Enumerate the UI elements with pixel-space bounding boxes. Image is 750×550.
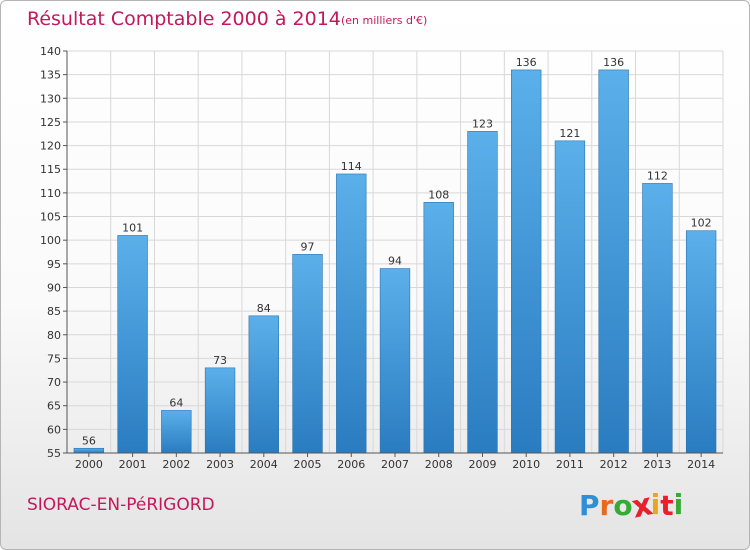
y-tick-label-75: 75 <box>47 352 61 365</box>
y-tick-label-125: 125 <box>40 116 61 129</box>
y-tick-label-110: 110 <box>40 187 61 200</box>
x-tick-label-2014: 2014 <box>687 458 715 471</box>
bar-label-2003: 73 <box>213 354 227 367</box>
x-tick-label-2000: 2000 <box>75 458 103 471</box>
proxiti-logo[interactable]: Proxiti <box>579 486 684 526</box>
x-tick-label-2006: 2006 <box>337 458 365 471</box>
bar-label-2012: 136 <box>603 56 624 69</box>
bar-label-2014: 102 <box>691 217 712 230</box>
bar-2001 <box>117 235 148 454</box>
y-tick-label-115: 115 <box>40 163 61 176</box>
logo-letter-6: i <box>673 488 684 521</box>
logo-letter-4: i <box>650 488 661 521</box>
y-tick-label-70: 70 <box>47 376 61 389</box>
logo-letter-0: P <box>579 489 600 522</box>
y-tick-label-130: 130 <box>40 92 61 105</box>
x-tick-label-2011: 2011 <box>556 458 584 471</box>
bar-2012 <box>598 69 629 454</box>
bar-label-2004: 84 <box>257 302 271 315</box>
y-tick-label-65: 65 <box>47 400 61 413</box>
y-tick-label-105: 105 <box>40 211 61 224</box>
bars <box>73 69 717 454</box>
axes: 55 60 65 70 75 80 85 90 95 100 105 110 115 120 125 130 1… <box>40 45 723 471</box>
logo-letter-1: r <box>599 489 614 522</box>
bar-2010 <box>511 69 542 454</box>
bar-2002 <box>161 410 192 454</box>
bar-label-2007: 94 <box>388 255 402 268</box>
bar-2014 <box>685 230 717 454</box>
chart-subtitle: (en milliers d'€) <box>341 14 428 27</box>
x-tick-label-2007: 2007 <box>381 458 409 471</box>
x-tick-label-2009: 2009 <box>468 458 496 471</box>
bar-label-2010: 136 <box>516 56 537 69</box>
bar-2011 <box>554 140 586 454</box>
bar-2008 <box>423 202 454 454</box>
data-labels: 56 101 64 73 84 97 114 94 108 123 136 121 136 112 102 <box>82 56 712 447</box>
bar-label-2002: 64 <box>169 396 183 409</box>
x-tick-label-2008: 2008 <box>425 458 453 471</box>
chart-title: Résultat Comptable 2000 à 2014 <box>27 8 341 30</box>
logo-letter-5: t <box>660 489 674 522</box>
bar-2005 <box>292 254 323 454</box>
bar-2003 <box>204 367 236 454</box>
y-tick-label-140: 140 <box>40 45 61 58</box>
bar-label-2009: 123 <box>472 117 493 130</box>
bar-2000 <box>73 447 105 454</box>
y-tick-label-120: 120 <box>40 140 61 153</box>
x-tick-label-2002: 2002 <box>162 458 190 471</box>
bar-2007 <box>379 268 411 454</box>
bar-2006 <box>336 173 367 454</box>
bar-label-2005: 97 <box>301 240 315 253</box>
x-tick-label-2001: 2001 <box>119 458 147 471</box>
bar-label-2001: 101 <box>122 221 143 234</box>
bar-label-2000: 56 <box>82 434 96 447</box>
y-tick-label-90: 90 <box>47 281 61 294</box>
x-tick-label-2013: 2013 <box>643 458 671 471</box>
bar-label-2006: 114 <box>341 160 362 173</box>
bar-2004 <box>248 315 279 454</box>
x-tick-label-2003: 2003 <box>206 458 234 471</box>
commune-name: SIORAC-EN-PéRIGORD <box>27 495 215 515</box>
y-tick-label-55: 55 <box>47 447 61 460</box>
x-tick-label-2004: 2004 <box>250 458 278 471</box>
bar-2009 <box>467 131 498 454</box>
bar-2013 <box>642 183 673 454</box>
bar-label-2008: 108 <box>428 188 449 201</box>
x-tick-label-2010: 2010 <box>512 458 540 471</box>
y-tick-label-60: 60 <box>47 423 61 436</box>
x-tick-label-2012: 2012 <box>600 458 628 471</box>
y-tick-label-135: 135 <box>40 69 61 82</box>
x-tick-label-2005: 2005 <box>294 458 322 471</box>
bar-label-2013: 112 <box>647 169 668 182</box>
y-tick-label-100: 100 <box>40 234 61 247</box>
y-tick-label-80: 80 <box>47 329 61 342</box>
y-tick-label-95: 95 <box>47 258 61 271</box>
logo-letter-2: o <box>613 489 633 522</box>
y-tick-label-85: 85 <box>47 305 61 318</box>
bar-label-2011: 121 <box>559 127 580 140</box>
